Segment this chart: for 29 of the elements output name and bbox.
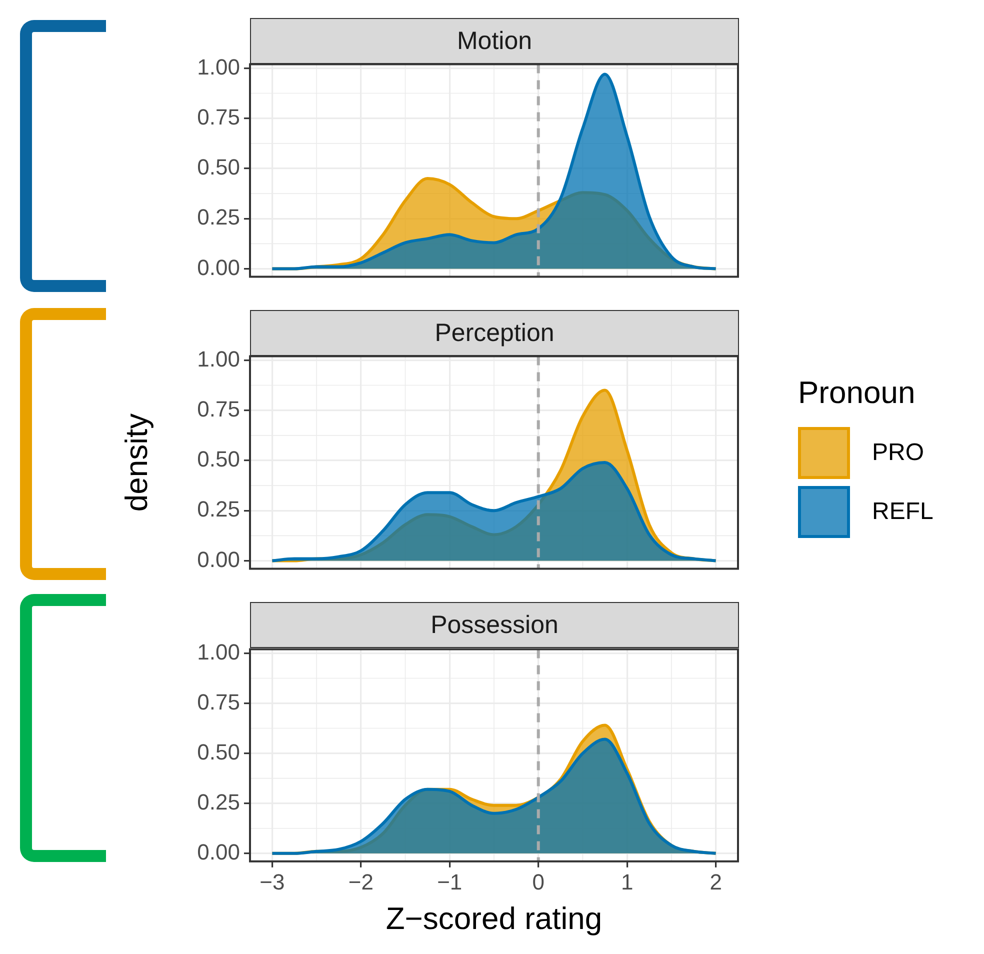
chart-title: Perception — [250, 310, 739, 356]
y-tick-label: 0.75 — [197, 689, 240, 714]
y-tick-label: 0.50 — [197, 154, 240, 180]
chart-title: Motion — [250, 18, 739, 64]
y-tick-label: 0.00 — [197, 254, 240, 280]
x-tick-label: 1 — [620, 870, 634, 895]
y-tick-label: 1.00 — [197, 346, 240, 372]
x-tick-label: 0 — [532, 870, 544, 895]
y-tick-label: 0.25 — [197, 789, 240, 814]
y-tick-label: 0.50 — [197, 446, 240, 472]
x-tick-label: −3 — [260, 870, 285, 895]
y-tick-label: 0.75 — [197, 104, 240, 130]
y-tick-label: 0.00 — [197, 839, 240, 864]
y-tick-label: 1.00 — [197, 54, 240, 80]
y-tick-label: 0.00 — [197, 546, 240, 572]
x-axis-title: Z−scored rating — [386, 900, 602, 936]
legend-title: Pronoun — [798, 375, 916, 411]
y-tick-label: 0.25 — [197, 204, 240, 230]
x-tick-label: −2 — [348, 870, 374, 895]
chart-title: Possession — [250, 602, 739, 648]
legend-label: REFL — [872, 498, 934, 526]
y-tick-label: 0.25 — [197, 496, 240, 522]
y-tick-label: 0.75 — [197, 396, 240, 422]
x-tick-label: −1 — [437, 870, 462, 895]
y-tick-label: 1.00 — [197, 639, 240, 664]
y-tick-label: 0.50 — [197, 739, 240, 764]
x-tick-label: 2 — [710, 870, 722, 895]
legend-label: PRO — [872, 438, 924, 466]
y-axis-title: density — [119, 412, 154, 512]
